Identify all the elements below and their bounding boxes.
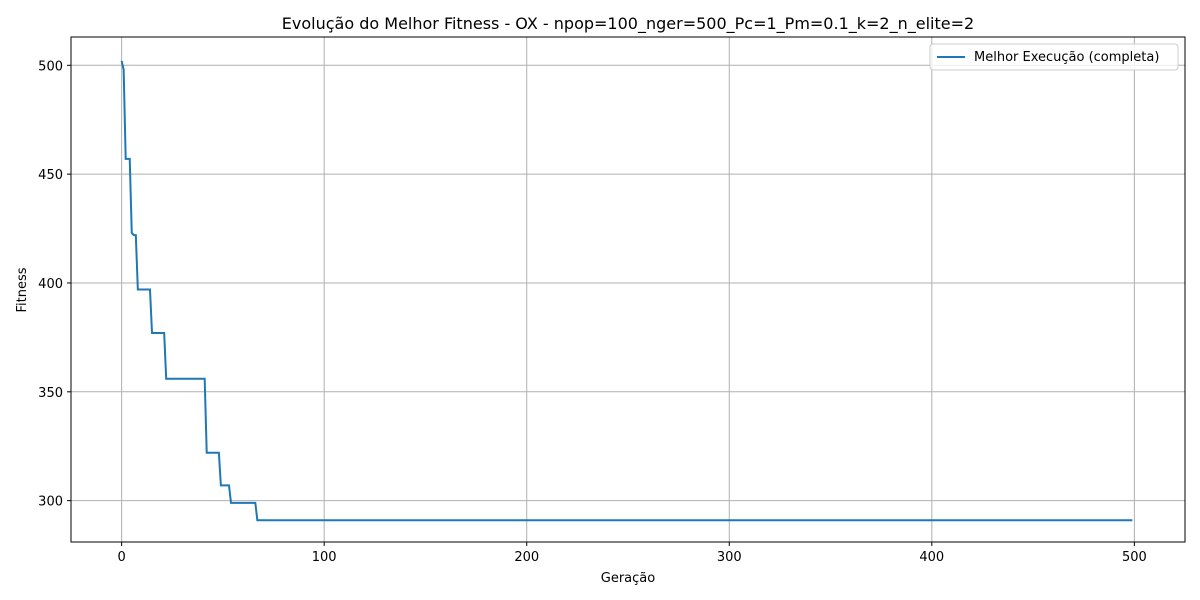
axis-ticks: 0 100 200 300 400 500 300 350 400 450 500 xyxy=(38,59,1147,565)
plot-area xyxy=(70,36,1186,543)
legend-label: Melhor Execução (completa) xyxy=(974,50,1159,65)
x-tick-label: 300 xyxy=(717,550,742,565)
grid-lines xyxy=(71,37,1185,542)
y-tick-label: 400 xyxy=(38,277,63,292)
legend-box xyxy=(929,43,1179,71)
x-tick-label: 400 xyxy=(919,550,944,565)
legend: Melhor Execução (completa) xyxy=(929,43,1179,71)
series-line-melhor-execucao xyxy=(120,60,1133,522)
y-tick-label: 500 xyxy=(38,59,63,74)
x-tick-label: 100 xyxy=(312,550,337,565)
y-tick-label: 350 xyxy=(38,386,63,401)
x-tick-label: 0 xyxy=(117,550,125,565)
chart-title: Evolução do Melhor Fitness - OX - npop=1… xyxy=(282,14,974,34)
series-layer xyxy=(120,60,1133,522)
x-tick-label: 200 xyxy=(514,550,539,565)
y-tick-label: 450 xyxy=(38,168,63,183)
y-axis-label: Fitness xyxy=(15,267,30,312)
x-tick-label: 500 xyxy=(1122,550,1147,565)
y-tick-label: 300 xyxy=(38,495,63,510)
x-axis-label: Geração xyxy=(601,571,655,586)
